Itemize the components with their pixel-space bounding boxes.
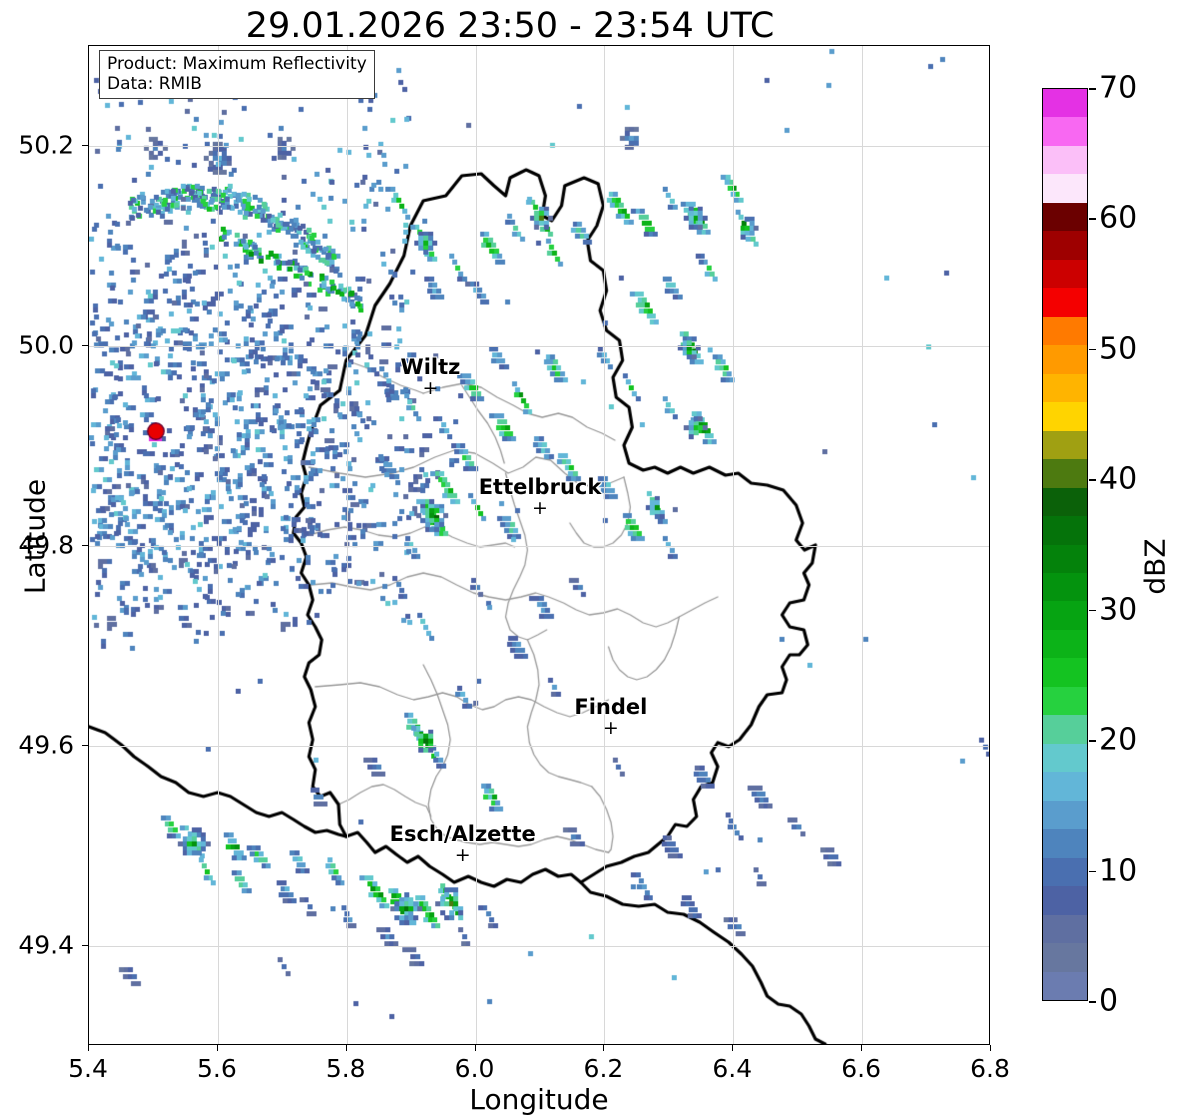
- colorbar-tick: [1089, 88, 1096, 90]
- colorbar-band: [1043, 658, 1087, 687]
- colorbar-band: [1043, 971, 1087, 1000]
- colorbar-band: [1043, 89, 1087, 118]
- x-tick: [861, 1045, 863, 1051]
- colorbar-band: [1043, 345, 1087, 374]
- gridline-horizontal: [89, 546, 989, 547]
- info-data-line: Data: RMIB: [107, 74, 202, 95]
- colorbar-band: [1043, 516, 1087, 545]
- colorbar-tick: [1089, 870, 1096, 873]
- colorbar-label: dBZ: [1138, 538, 1172, 595]
- colorbar-band: [1043, 373, 1087, 403]
- x-tick-label: 6.0: [454, 1054, 495, 1083]
- colorbar-band: [1043, 174, 1087, 203]
- colorbar-band: [1043, 288, 1087, 317]
- colorbar-tick: [1089, 1001, 1096, 1003]
- colorbar-band: [1043, 743, 1087, 773]
- gridline-horizontal: [89, 746, 989, 747]
- x-tick: [603, 1045, 605, 1051]
- colorbar-band: [1043, 857, 1087, 887]
- gridline-horizontal: [89, 146, 989, 147]
- x-tick: [345, 1045, 347, 1051]
- radar-reflectivity-canvas: [89, 46, 989, 1044]
- x-tick-label: 6.2: [583, 1054, 624, 1083]
- colorbar-band: [1043, 772, 1087, 801]
- x-tick-label: 5.6: [196, 1054, 237, 1083]
- colorbar-band: [1043, 402, 1087, 431]
- colorbar[interactable]: [1042, 88, 1088, 1001]
- colorbar-tick-label: 0: [1099, 983, 1119, 1019]
- x-tick: [990, 1045, 991, 1051]
- y-tick: [82, 145, 88, 146]
- colorbar-tick-label: 70: [1099, 70, 1138, 106]
- colorbar-band: [1043, 544, 1087, 573]
- colorbar-tick: [1089, 348, 1096, 351]
- gridline-horizontal: [89, 946, 989, 947]
- colorbar-tick: [1089, 609, 1096, 612]
- colorbar-band: [1043, 686, 1087, 716]
- x-tick: [88, 1045, 89, 1051]
- colorbar-band: [1043, 316, 1087, 346]
- y-tick-label: 50.2: [18, 130, 74, 160]
- colorbar-band: [1043, 886, 1087, 915]
- colorbar-tick-label: 30: [1099, 592, 1138, 628]
- y-tick-label: 50.0: [18, 330, 74, 360]
- colorbar-band: [1043, 629, 1087, 659]
- colorbar-band: [1043, 487, 1087, 517]
- colorbar-tick: [1089, 218, 1096, 221]
- gridline-vertical: [862, 46, 864, 1044]
- x-tick: [216, 1045, 218, 1051]
- gridline-vertical: [346, 46, 348, 1044]
- colorbar-band: [1043, 202, 1087, 232]
- colorbar-band: [1043, 572, 1087, 602]
- x-axis-label: Longitude: [469, 1083, 609, 1116]
- colorbar-tick: [1089, 479, 1096, 481]
- colorbar-band: [1043, 829, 1087, 858]
- x-tick-label: 6.6: [841, 1054, 882, 1083]
- colorbar-band: [1043, 231, 1087, 260]
- page-title: 29.01.2026 23:50 - 23:54 UTC: [245, 6, 775, 46]
- map-plot-area[interactable]: Wiltz + Ettelbruck + Findel + Esch/Alzette +: [88, 45, 990, 1045]
- x-tick: [474, 1045, 476, 1051]
- colorbar-tick-label: 50: [1099, 331, 1138, 367]
- colorbar-band: [1043, 459, 1087, 488]
- colorbar-band: [1043, 430, 1087, 460]
- x-tick-label: 6.4: [712, 1054, 753, 1083]
- y-tick: [82, 345, 88, 346]
- colorbar-band: [1043, 800, 1087, 830]
- colorbar-tick: [1089, 740, 1096, 742]
- colorbar-band: [1043, 259, 1087, 289]
- x-tick: [732, 1045, 734, 1051]
- colorbar-band: [1043, 914, 1087, 944]
- colorbar-tick-label: 20: [1099, 722, 1138, 758]
- colorbar-band: [1043, 117, 1087, 146]
- gridline-vertical: [733, 46, 735, 1044]
- y-tick-label: 49.6: [18, 730, 74, 760]
- y-tick: [82, 545, 88, 546]
- colorbar-tick-label: 40: [1099, 461, 1138, 497]
- y-tick: [82, 745, 88, 746]
- y-tick-label: 49.8: [18, 530, 74, 560]
- colorbar-tick-label: 10: [1099, 853, 1138, 889]
- product-info-box: Product: Maximum Reflectivity Data: RMIB: [99, 50, 375, 100]
- colorbar-band: [1043, 145, 1087, 175]
- gridline-horizontal: [89, 346, 989, 347]
- gridline-vertical: [217, 46, 219, 1044]
- gridline-vertical: [475, 46, 477, 1044]
- colorbar-band: [1043, 715, 1087, 744]
- x-tick-label: 5.4: [68, 1054, 108, 1083]
- y-tick-label: 49.4: [18, 930, 74, 960]
- x-tick-label: 6.8: [970, 1054, 1010, 1083]
- gridline-vertical: [604, 46, 606, 1044]
- info-product-line: Product: Maximum Reflectivity: [107, 54, 367, 74]
- colorbar-tick-label: 60: [1099, 200, 1138, 236]
- colorbar-band: [1043, 601, 1087, 630]
- x-tick-label: 5.8: [325, 1054, 366, 1083]
- y-tick: [82, 945, 88, 946]
- colorbar-band: [1043, 943, 1087, 972]
